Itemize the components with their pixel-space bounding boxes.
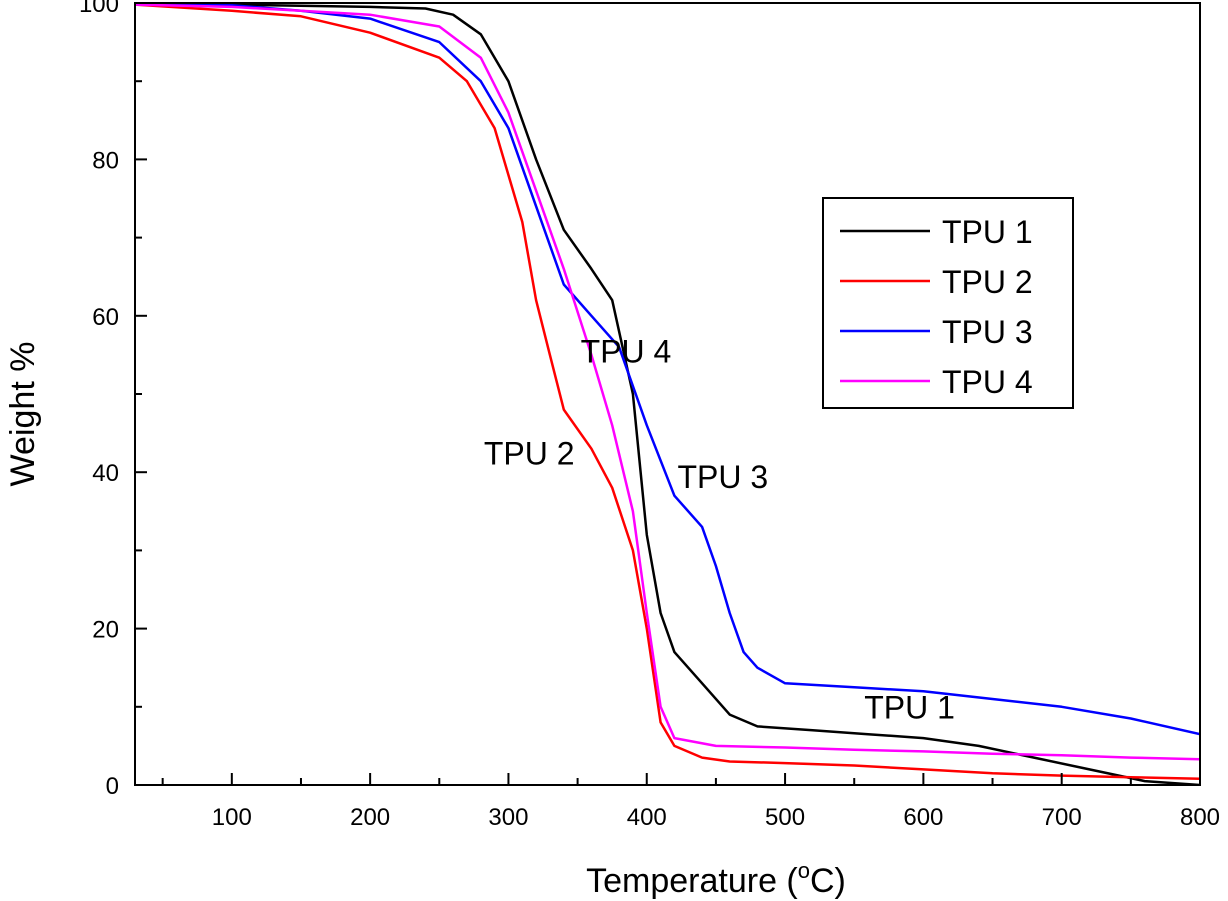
- x-tick-label: 500: [765, 804, 805, 831]
- y-tick-label: 60: [92, 304, 119, 331]
- legend-box: [822, 197, 1074, 409]
- annotation-tpu-3: TPU 3: [677, 459, 768, 495]
- series-line-tpu-1: [135, 3, 1200, 785]
- x-axis-title: Temperature (oC): [586, 858, 846, 900]
- legend-label-tpu-2: TPU 2: [942, 264, 1033, 300]
- y-tick-label: 0: [106, 773, 119, 800]
- y-tick-label: 100: [79, 0, 119, 18]
- x-tick-label: 800: [1180, 804, 1220, 831]
- legend-label-tpu-3: TPU 3: [942, 314, 1033, 350]
- x-tick-label: 600: [903, 804, 943, 831]
- legend: TPU 1 TPU 2 TPU 3 TPU 4: [822, 197, 1074, 409]
- annotation-tpu-1: TPU 1: [864, 690, 955, 726]
- x-tick-label: 700: [1042, 804, 1082, 831]
- x-tick-label: 400: [627, 804, 667, 831]
- series-line-tpu-2: [135, 3, 1200, 780]
- x-tick-label: 200: [350, 804, 390, 831]
- y-tick-label: 80: [92, 147, 119, 174]
- x-tick-label: 300: [488, 804, 528, 831]
- legend-label-tpu-1: TPU 1: [942, 214, 1033, 250]
- legend-label-tpu-4: TPU 4: [942, 364, 1033, 400]
- series-line-tpu-4: [135, 3, 1200, 761]
- x-tick-label: 100: [212, 804, 252, 831]
- y-axis-title: Weight %: [4, 342, 42, 487]
- y-tick-label: 20: [92, 617, 119, 644]
- annotation-tpu-4: TPU 4: [581, 334, 672, 370]
- annotation-tpu-2: TPU 2: [484, 435, 575, 471]
- y-tick-label: 40: [92, 460, 119, 487]
- series-line-tpu-3: [135, 3, 1200, 736]
